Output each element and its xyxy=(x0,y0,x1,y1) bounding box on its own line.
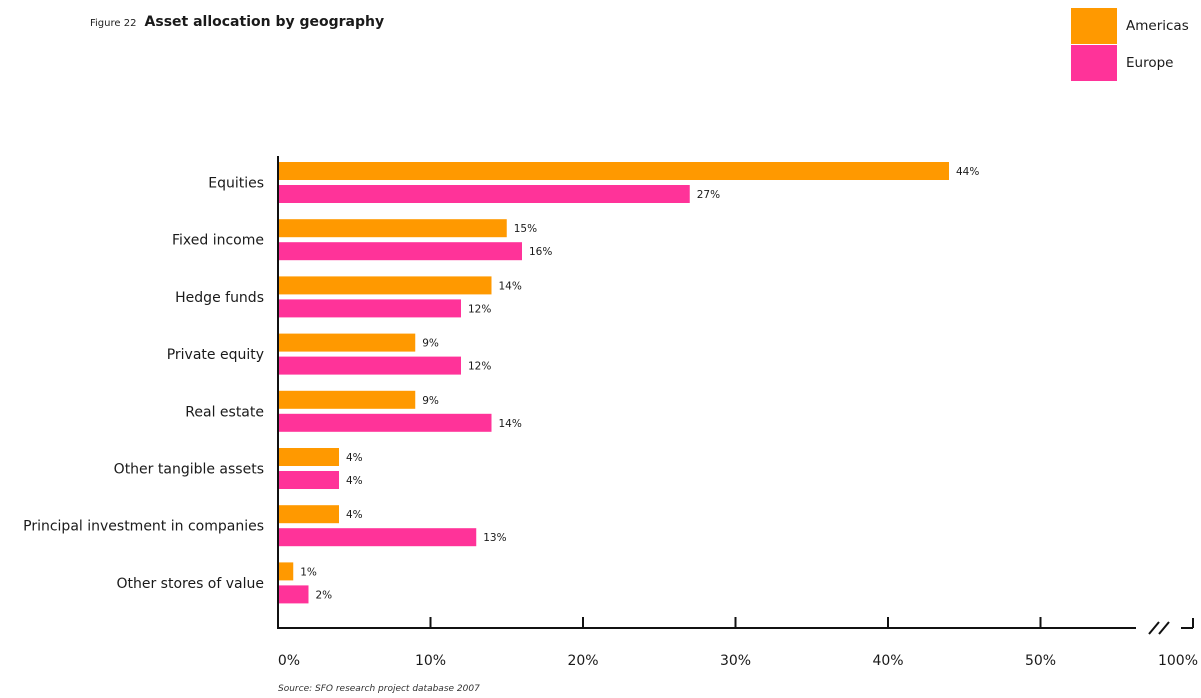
chart-title: Asset allocation by geography xyxy=(144,14,385,30)
x-tick-label: 20% xyxy=(567,653,598,669)
legend-swatch-europe xyxy=(1071,45,1117,81)
bar-americas-other-stores-of-value xyxy=(278,562,294,581)
bar-europe-other-tangible-assets xyxy=(278,471,339,489)
data-label-americas-private-equity: 9% xyxy=(422,338,439,350)
x-tick-label-break: 100% xyxy=(1158,653,1198,669)
legend-swatch-americas xyxy=(1071,8,1117,44)
data-label-europe-other-stores-of-value: 2% xyxy=(316,589,333,601)
data-label-europe-other-tangible-assets: 4% xyxy=(346,475,363,487)
data-label-americas-principal-investment-in-companies: 4% xyxy=(346,509,363,521)
x-tick-label: 0% xyxy=(278,653,300,669)
x-tick-label: 40% xyxy=(872,653,903,669)
bar-americas-hedge-funds xyxy=(278,276,492,295)
bar-europe-equities xyxy=(278,185,690,203)
bar-europe-fixed-income xyxy=(278,242,522,261)
data-label-americas-other-stores-of-value: 1% xyxy=(300,566,317,578)
data-label-americas-real-estate: 9% xyxy=(422,395,439,407)
figure-number: Figure 22 xyxy=(90,18,137,29)
bar-americas-private-equity xyxy=(278,333,416,352)
data-label-americas-fixed-income: 15% xyxy=(514,223,537,235)
x-tick-label: 30% xyxy=(720,653,751,669)
category-label-hedge-funds: Hedge funds xyxy=(175,290,264,306)
bar-europe-hedge-funds xyxy=(278,299,461,318)
figure-title: Figure 22 Asset allocation by geography xyxy=(90,11,384,30)
data-label-europe-principal-investment-in-companies: 13% xyxy=(483,532,506,544)
data-label-americas-hedge-funds: 14% xyxy=(499,280,522,292)
data-label-europe-private-equity: 12% xyxy=(468,361,491,373)
data-label-europe-real-estate: 14% xyxy=(499,418,522,430)
legend-label-europe: Europe xyxy=(1126,55,1174,71)
category-label-equities: Equities xyxy=(208,176,264,192)
data-label-americas-other-tangible-assets: 4% xyxy=(346,452,363,464)
bar-americas-real-estate xyxy=(278,390,416,409)
bar-americas-fixed-income xyxy=(278,219,507,238)
category-label-real-estate: Real estate xyxy=(185,404,264,420)
data-label-americas-equities: 44% xyxy=(956,166,979,178)
legend-item-americas: Americas xyxy=(1071,8,1189,44)
x-tick-label: 10% xyxy=(415,653,446,669)
legend-label-americas: Americas xyxy=(1126,18,1189,34)
bar-europe-other-stores-of-value xyxy=(278,585,309,604)
category-label-other-stores-of-value: Other stores of value xyxy=(116,576,264,592)
category-label-other-tangible-assets: Other tangible assets xyxy=(114,462,264,478)
category-label-private-equity: Private equity xyxy=(167,347,264,363)
category-label-principal-investment-in-companies: Principal investment in companies xyxy=(23,519,264,535)
bar-europe-real-estate xyxy=(278,413,492,432)
data-label-europe-fixed-income: 16% xyxy=(529,246,552,258)
x-tick-label: 50% xyxy=(1025,653,1056,669)
bar-americas-principal-investment-in-companies xyxy=(278,505,339,524)
legend: Americas Europe xyxy=(1071,8,1189,82)
bar-americas-equities xyxy=(278,162,949,180)
axis-break-mark xyxy=(1158,621,1170,635)
source-note: Source: SFO research project database 20… xyxy=(278,684,480,694)
bar-europe-principal-investment-in-companies xyxy=(278,528,477,547)
data-label-europe-hedge-funds: 12% xyxy=(468,303,491,315)
bar-americas-other-tangible-assets xyxy=(278,448,339,466)
data-label-europe-equities: 27% xyxy=(697,189,720,201)
legend-item-europe: Europe xyxy=(1071,45,1189,81)
axis-break-mark xyxy=(1148,621,1160,635)
bar-europe-private-equity xyxy=(278,356,461,375)
category-label-fixed-income: Fixed income xyxy=(172,233,264,249)
